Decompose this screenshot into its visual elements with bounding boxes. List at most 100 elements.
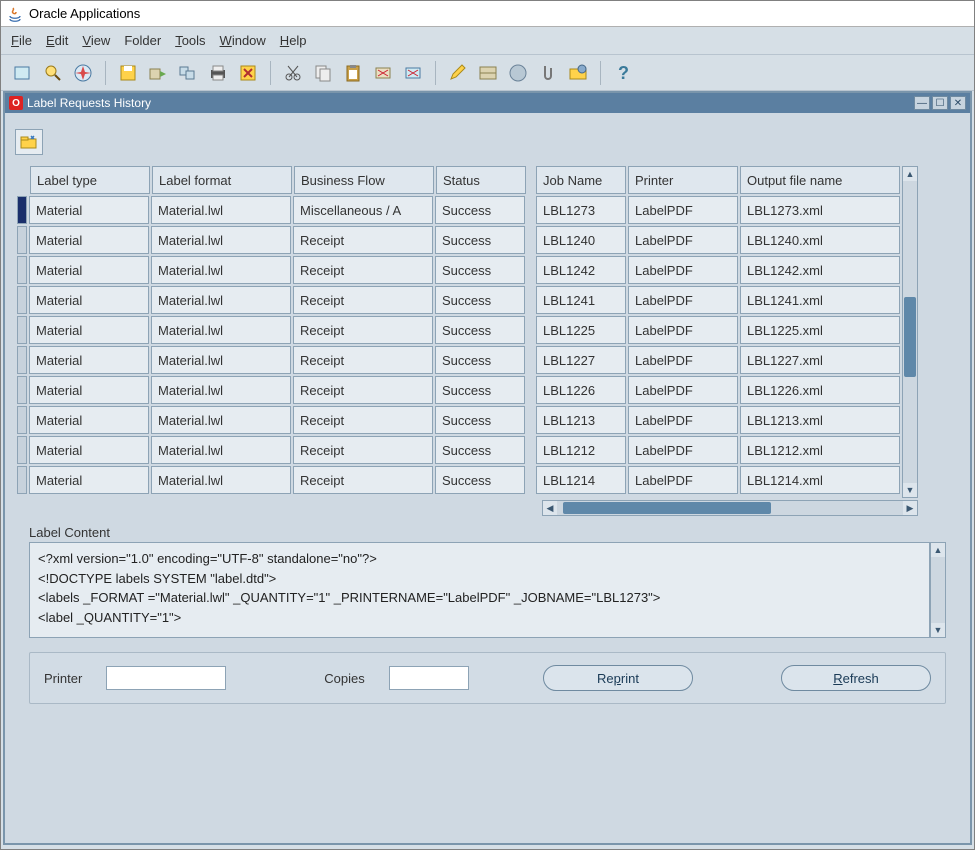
maximize-button[interactable]: ☐ xyxy=(932,96,948,110)
table-cell[interactable]: Success xyxy=(435,286,525,314)
table-cell[interactable]: Material xyxy=(29,196,149,224)
table-cell[interactable]: LBL1240.xml xyxy=(740,226,900,254)
table-cell[interactable]: Success xyxy=(435,406,525,434)
tb-next-step-icon[interactable] xyxy=(146,61,170,85)
menu-help[interactable]: Help xyxy=(280,33,307,48)
table-cell[interactable]: Success xyxy=(435,256,525,284)
row-handle[interactable] xyxy=(17,286,27,314)
table-cell[interactable]: Material.lwl xyxy=(151,406,291,434)
table-cell[interactable]: LBL1226 xyxy=(536,376,626,404)
column-header[interactable]: Label type xyxy=(30,166,150,194)
table-cell[interactable]: LabelPDF xyxy=(628,256,738,284)
table-cell[interactable]: Receipt xyxy=(293,286,433,314)
tb-delete-icon[interactable] xyxy=(401,61,425,85)
table-cell[interactable]: Receipt xyxy=(293,436,433,464)
tb-find-icon[interactable] xyxy=(41,61,65,85)
row-handle[interactable] xyxy=(17,226,27,254)
table-cell[interactable]: Success xyxy=(435,316,525,344)
table-cell[interactable]: Miscellaneous / A xyxy=(293,196,433,224)
reprint-button[interactable]: Reprint xyxy=(543,665,693,691)
column-header[interactable]: Printer xyxy=(628,166,738,194)
label-content-vscrollbar[interactable]: ▲ ▼ xyxy=(930,542,946,638)
table-cell[interactable]: LBL1213 xyxy=(536,406,626,434)
tb-nav-icon[interactable] xyxy=(71,61,95,85)
table-cell[interactable]: Material.lwl xyxy=(151,376,291,404)
table-cell[interactable]: Success xyxy=(435,436,525,464)
table-cell[interactable]: Material xyxy=(29,436,149,464)
table-cell[interactable]: LBL1212 xyxy=(536,436,626,464)
table-cell[interactable]: LabelPDF xyxy=(628,346,738,374)
table-cell[interactable]: LabelPDF xyxy=(628,376,738,404)
table-cell[interactable]: LBL1214.xml xyxy=(740,466,900,494)
scroll-down-icon[interactable]: ▼ xyxy=(903,483,917,497)
label-content-textarea[interactable]: <?xml version="1.0" encoding="UTF-8" sta… xyxy=(29,542,930,638)
table-cell[interactable]: LBL1241.xml xyxy=(740,286,900,314)
menu-edit[interactable]: Edit xyxy=(46,33,68,48)
table-cell[interactable]: Success xyxy=(435,376,525,404)
row-handle[interactable] xyxy=(17,376,27,404)
table-cell[interactable]: Material xyxy=(29,346,149,374)
table-cell[interactable]: LabelPDF xyxy=(628,226,738,254)
tb-print-icon[interactable] xyxy=(206,61,230,85)
hscroll-thumb[interactable] xyxy=(563,502,771,514)
table-cell[interactable]: LBL1213.xml xyxy=(740,406,900,434)
table-cell[interactable]: Success xyxy=(435,226,525,254)
open-folder-button[interactable] xyxy=(15,129,43,155)
table-cell[interactable]: Receipt xyxy=(293,256,433,284)
table-cell[interactable]: LabelPDF xyxy=(628,286,738,314)
column-header[interactable]: Label format xyxy=(152,166,292,194)
row-handle[interactable] xyxy=(17,466,27,494)
row-handle[interactable] xyxy=(17,346,27,374)
close-button[interactable]: ✕ xyxy=(950,96,966,110)
table-cell[interactable]: Material xyxy=(29,376,149,404)
table-cell[interactable]: Receipt xyxy=(293,406,433,434)
tb-translate-icon[interactable] xyxy=(476,61,500,85)
column-header[interactable]: Business Flow xyxy=(294,166,434,194)
minimize-button[interactable]: — xyxy=(914,96,930,110)
table-cell[interactable]: LBL1273.xml xyxy=(740,196,900,224)
table-cell[interactable]: Success xyxy=(435,196,525,224)
printer-input[interactable] xyxy=(106,666,226,690)
table-cell[interactable]: Success xyxy=(435,466,525,494)
row-handle[interactable] xyxy=(17,196,27,224)
column-header[interactable]: Output file name xyxy=(740,166,900,194)
tb-new-icon[interactable] xyxy=(11,61,35,85)
menu-view[interactable]: View xyxy=(82,33,110,48)
scroll-right-icon[interactable]: ▶ xyxy=(903,501,917,515)
refresh-button[interactable]: Refresh xyxy=(781,665,931,691)
row-handle[interactable] xyxy=(17,256,27,284)
table-cell[interactable]: LBL1214 xyxy=(536,466,626,494)
table-cell[interactable]: Material.lwl xyxy=(151,196,291,224)
menu-file[interactable]: File xyxy=(11,33,32,48)
table-cell[interactable]: Material xyxy=(29,286,149,314)
table-cell[interactable]: LBL1241 xyxy=(536,286,626,314)
table-cell[interactable]: LBL1212.xml xyxy=(740,436,900,464)
lc-scroll-up-icon[interactable]: ▲ xyxy=(931,543,945,557)
column-header[interactable]: Status xyxy=(436,166,526,194)
tb-save-icon[interactable] xyxy=(116,61,140,85)
table-vscrollbar[interactable]: ▲ ▼ xyxy=(902,166,918,498)
table-cell[interactable]: LBL1225.xml xyxy=(740,316,900,344)
table-cell[interactable]: LBL1227.xml xyxy=(740,346,900,374)
table-cell[interactable]: LBL1273 xyxy=(536,196,626,224)
tb-paste-icon[interactable] xyxy=(341,61,365,85)
table-cell[interactable]: Material.lwl xyxy=(151,256,291,284)
table-hscrollbar[interactable]: ◀ ▶ xyxy=(542,500,918,516)
table-cell[interactable]: Material xyxy=(29,226,149,254)
table-cell[interactable]: LBL1242 xyxy=(536,256,626,284)
scroll-thumb[interactable] xyxy=(904,297,916,377)
tb-attachments-icon[interactable] xyxy=(506,61,530,85)
menu-tools[interactable]: Tools xyxy=(175,33,205,48)
row-handle[interactable] xyxy=(17,436,27,464)
tb-edit-field-icon[interactable] xyxy=(446,61,470,85)
table-cell[interactable]: LabelPDF xyxy=(628,316,738,344)
tb-switch-icon[interactable] xyxy=(176,61,200,85)
table-cell[interactable]: Material xyxy=(29,256,149,284)
table-cell[interactable]: LBL1226.xml xyxy=(740,376,900,404)
scroll-left-icon[interactable]: ◀ xyxy=(543,501,557,515)
row-handle[interactable] xyxy=(17,316,27,344)
table-cell[interactable]: Material.lwl xyxy=(151,466,291,494)
table-cell[interactable]: Material xyxy=(29,466,149,494)
table-cell[interactable]: LabelPDF xyxy=(628,436,738,464)
table-cell[interactable]: Material.lwl xyxy=(151,346,291,374)
